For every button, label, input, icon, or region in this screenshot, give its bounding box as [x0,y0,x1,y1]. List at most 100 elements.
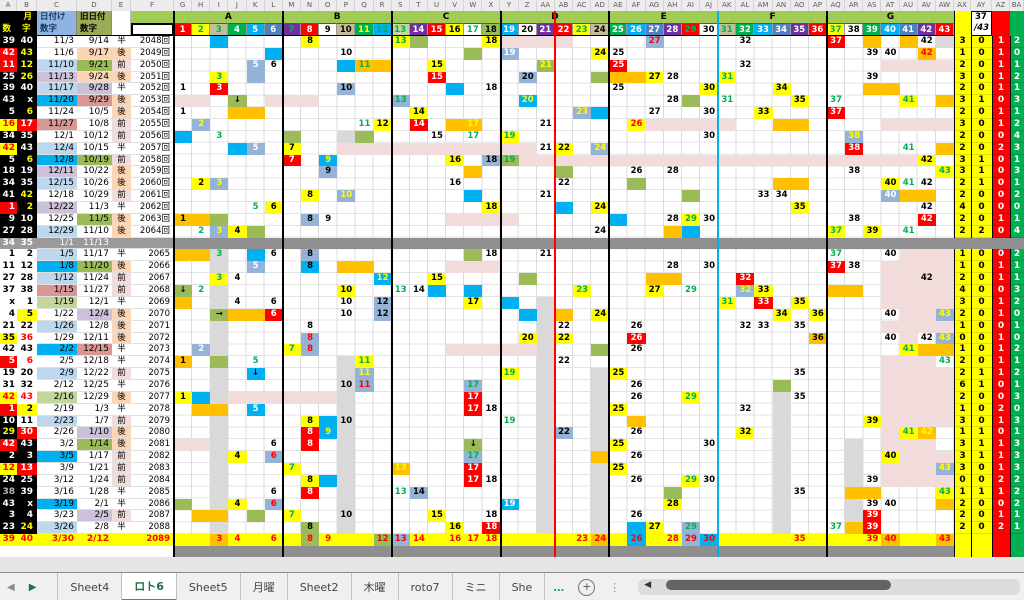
numB-cell[interactable]: 11 [17,415,37,428]
numA-cell[interactable]: x [0,296,17,309]
draw-number-cell[interactable]: 2050回 [131,59,174,72]
grid-cell[interactable]: 19 [500,130,519,143]
grid-cell[interactable]: 35 [790,202,809,214]
grid-cell[interactable]: 26 [630,320,643,331]
column-header[interactable]: Q [355,0,374,11]
count-cell[interactable]: 0 [971,416,992,428]
grid-cell[interactable]: 14 [409,486,428,499]
grid-cell[interactable] [319,415,338,428]
column-header[interactable]: AZ [992,0,1010,11]
count-cell[interactable]: 0 [992,392,1010,404]
count-cell[interactable]: 1 [992,48,1010,60]
count-cell[interactable]: 1 [971,166,992,179]
grid-cell[interactable]: 23 [573,107,592,120]
draw-number-cell[interactable]: 2081 [131,439,174,452]
count-cell[interactable]: 1 [992,273,1010,286]
count-cell[interactable]: 0 [971,475,992,487]
grid-cell[interactable]: 30 [703,439,716,450]
grid-cell[interactable]: 14 [412,285,425,296]
count-cell[interactable]: 1 [992,344,1010,357]
date-cell[interactable]: 3/9 [37,462,77,475]
column-header[interactable]: G [174,0,193,11]
grid-cell[interactable]: 27 [648,107,661,118]
grid-cell[interactable]: 35 [790,296,809,309]
count-cell[interactable]: 2 [954,368,971,380]
count-cell[interactable]: 1 [1010,60,1024,72]
count-cell[interactable]: 1 [1010,510,1024,523]
count-cell[interactable]: 1 [971,178,992,191]
half-mark-cell[interactable]: 前 [112,119,131,131]
grid-cell[interactable]: 34 [772,83,791,96]
count-cell[interactable]: 1 [992,463,1010,475]
numA-cell[interactable]: 9 [0,213,17,226]
numB-cell[interactable]: 20 [17,368,37,380]
count-cell[interactable]: 2 [954,107,971,120]
grid-cell[interactable]: 29 [681,474,701,487]
grid-cell[interactable] [663,225,682,238]
count-cell[interactable]: 1 [992,107,1010,120]
count-cell[interactable]: 2 [954,143,971,155]
count-cell[interactable]: 0 [954,475,971,487]
grid-cell[interactable] [464,285,483,297]
count-cell[interactable]: 1 [992,261,1010,274]
numA-cell[interactable]: 11 [0,59,17,72]
column-header[interactable]: P [337,0,356,11]
grid-cell[interactable]: 24 [591,202,610,214]
column-header[interactable]: M [282,0,301,11]
grid-cell[interactable]: 40 [884,308,897,319]
grid-cell[interactable]: 33 [757,320,770,331]
grid-cell[interactable] [881,83,900,96]
draw-number-cell[interactable]: 2087 [131,510,174,523]
grid-cell[interactable]: 24 [594,225,607,236]
count-cell[interactable]: 1 [954,48,971,60]
grid-cell[interactable]: 39 [863,522,882,535]
numB-cell[interactable]: 24 [17,522,37,535]
column-header[interactable]: AE [609,0,628,11]
column-header[interactable]: W [464,0,483,11]
numB-cell[interactable]: 39 [17,486,37,499]
grid-cell[interactable]: 9 [319,166,338,179]
sheet-tab-月曜[interactable]: 月曜 [241,573,288,600]
count-cell[interactable]: 0 [1010,202,1024,214]
count-cell[interactable]: 2 [992,475,1010,487]
count-cell[interactable]: 1 [1010,155,1024,167]
number-column-header[interactable]: 16 [446,23,465,36]
count-cell[interactable]: 1 [992,416,1010,428]
old-date-cell[interactable]: 12/18 [77,356,112,369]
grid-cell[interactable] [591,71,610,84]
count-cell[interactable]: 3 [954,36,971,48]
grid-cell[interactable]: 5 [246,59,265,72]
grid-cell[interactable]: 27 [645,71,664,84]
count-cell[interactable]: 2 [1010,344,1024,357]
grid-cell[interactable]: 17 [464,119,483,131]
grid-cell[interactable]: 8 [300,486,320,499]
draw-number-cell[interactable]: 2072 [131,332,174,345]
draw-number-cell[interactable]: 2077 [131,391,174,404]
grid-cell[interactable] [355,130,374,143]
column-header[interactable]: AA [536,0,555,11]
count-cell[interactable]: 1 [954,261,971,274]
numA-cell[interactable]: 10 [0,415,17,428]
grid-cell[interactable]: 10 [340,47,353,58]
grid-cell[interactable]: 17 [464,296,483,309]
grid-cell[interactable] [228,107,247,120]
grid-cell[interactable]: 39 [866,474,879,485]
date-cell[interactable]: 3/12 [37,474,77,487]
grid-cell[interactable]: 43 [939,356,951,367]
number-column-header[interactable]: 33 [754,23,773,36]
grid-cell[interactable]: 32 [739,320,752,331]
numA-cell[interactable]: 19 [0,368,17,380]
grid-cell[interactable] [899,36,918,48]
grid-cell[interactable] [627,178,646,191]
grid-cell[interactable]: 3 [210,83,229,96]
column-header[interactable]: AY [971,0,992,11]
grid-cell[interactable]: 10 [337,190,356,203]
count-cell[interactable]: 1 [1010,261,1024,274]
grid-cell[interactable]: 6 [270,486,277,497]
number-column-header[interactable]: 7 [282,23,301,36]
old-date-cell[interactable]: 12/25 [77,379,112,392]
column-header[interactable]: U [427,0,447,11]
half-mark-cell[interactable] [112,237,131,250]
grid-cell[interactable]: 26 [630,344,643,355]
grid-cell[interactable]: 40 [881,451,900,463]
